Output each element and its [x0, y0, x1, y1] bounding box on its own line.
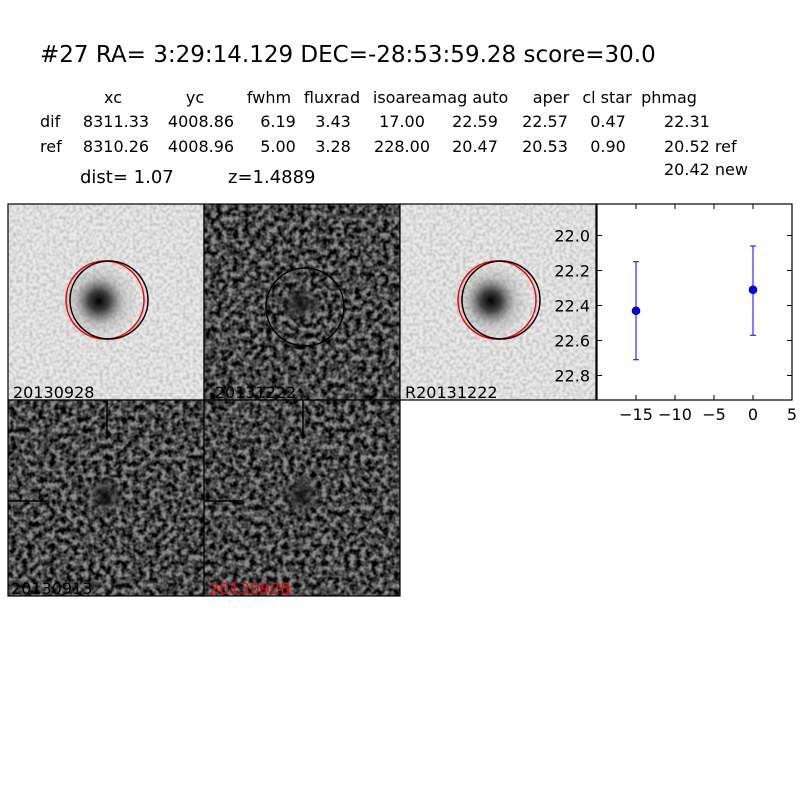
source-blob — [451, 261, 531, 341]
image-panel: -20131222 — [203, 203, 401, 402]
phmag-cell: 22.31 — [664, 112, 710, 131]
light-curve-plot: −15 −10 −5 0 5 22.0 22.2 22.4 22.6 22.8 — [554, 203, 797, 424]
column-header: mag auto — [431, 88, 509, 107]
phmag-new: 20.42 new — [664, 160, 748, 179]
x-tick-label: −10 — [658, 405, 692, 424]
distance-value: dist= 1.07 — [80, 167, 174, 188]
aperture-circle — [265, 267, 345, 347]
column-header: aper — [532, 88, 570, 107]
source-blob — [279, 474, 323, 518]
y-tick-label: 22.8 — [554, 367, 590, 386]
row-label: dif — [40, 112, 61, 131]
y-tick-label: 22.6 — [554, 332, 590, 351]
x-tick-label: −5 — [702, 405, 726, 424]
x-tick-label: 5 — [787, 405, 797, 424]
panel-date-label: -20131222 — [209, 383, 296, 402]
source-blob — [59, 261, 139, 341]
image-panel: R20131222 — [399, 203, 597, 402]
table-cell: 4008.86 — [167, 112, 235, 131]
table-cell: 228.00 — [374, 137, 430, 156]
table-cell: 22.57 — [522, 112, 568, 131]
table-cell: 5.00 — [260, 137, 296, 156]
y-tick-label: 22.0 — [554, 227, 590, 246]
table-cell: 3.28 — [315, 137, 351, 156]
figure-title: #27 RA= 3:29:14.129 DEC=-28:53:59.28 sco… — [40, 42, 656, 68]
x-tick-label: −15 — [619, 405, 653, 424]
panel-date-label: R20131222 — [405, 383, 498, 402]
table-cell: 8311.33 — [82, 112, 150, 131]
y-tick-label: 22.2 — [554, 262, 590, 281]
source-blob — [83, 474, 127, 518]
table-cell: 4008.96 — [167, 137, 235, 156]
panel-date-label: 20130913 — [11, 579, 92, 598]
y-tick-label: 22.4 — [554, 297, 590, 316]
phmag-cell: 20.52 ref — [664, 137, 737, 156]
x-tick-label: 0 — [748, 405, 758, 424]
column-header: phmag — [641, 88, 697, 107]
plot-area — [596, 203, 793, 401]
black-aperture-circle — [461, 260, 541, 340]
column-header: fwhm — [246, 88, 292, 107]
redshift-value: z=1.4889 — [228, 167, 316, 188]
table-cell: 22.59 — [452, 112, 498, 131]
table-cell: 8310.26 — [82, 137, 150, 156]
panel-date-label: 20130928 — [209, 579, 290, 598]
column-header: xc — [104, 88, 122, 107]
image-panel: 20130928 — [7, 203, 205, 402]
data-point — [748, 285, 758, 295]
column-header: cl star — [582, 88, 632, 107]
column-header: isoarea — [372, 88, 432, 107]
panel-date-label: 20130928 — [13, 383, 94, 402]
table-cell: 6.19 — [260, 112, 296, 131]
image-panel: 20130913 — [7, 399, 205, 598]
row-label: ref — [40, 137, 62, 156]
table-cell: 17.00 — [379, 112, 425, 131]
image-panel: 20130928 — [203, 399, 401, 598]
black-aperture-circle — [69, 260, 149, 340]
source-blob — [278, 281, 322, 325]
table-cell: 20.47 — [452, 137, 498, 156]
table-cell: 0.90 — [590, 137, 626, 156]
table-cell: 20.53 — [522, 137, 568, 156]
data-point — [631, 306, 641, 316]
column-header: fluxrad — [303, 88, 361, 107]
table-cell: 0.47 — [590, 112, 626, 131]
table-cell: 3.43 — [315, 112, 351, 131]
column-header: yc — [185, 88, 205, 107]
